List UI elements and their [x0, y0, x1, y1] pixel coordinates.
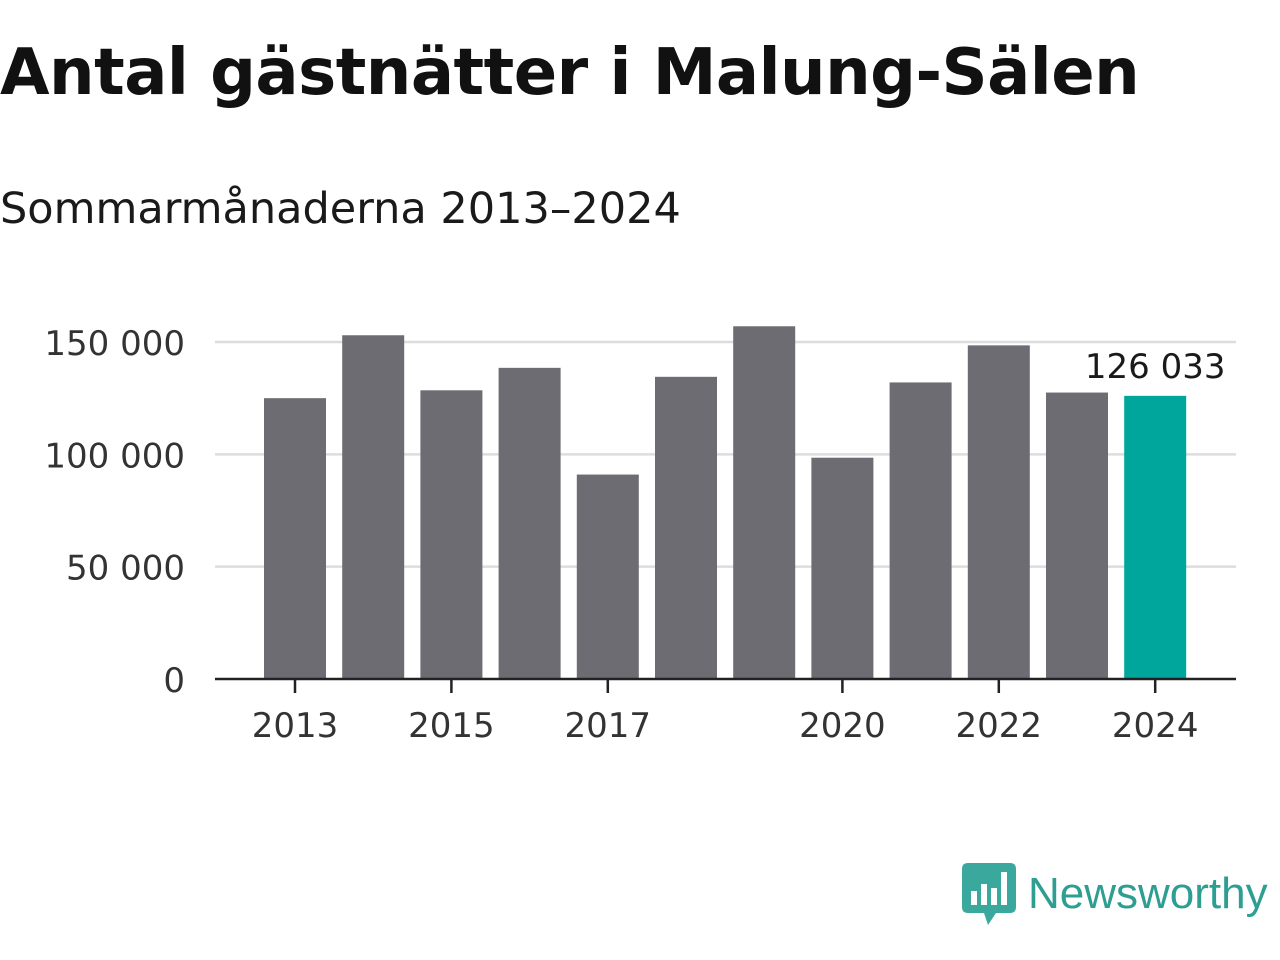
x-tick-label: 2022	[956, 706, 1043, 746]
bar-2024	[1124, 395, 1187, 679]
bar-2015	[420, 390, 483, 679]
x-tick-label: 2017	[565, 706, 652, 746]
bar-2023	[1046, 392, 1108, 679]
brand-name: Newsworthy	[1028, 869, 1268, 918]
y-tick-label: 150 000	[44, 324, 185, 364]
bar-2019	[733, 326, 796, 679]
bar-2016	[498, 367, 561, 679]
x-tick-label: 2015	[408, 706, 495, 746]
bar-2017	[576, 474, 639, 679]
x-tick-label: 2024	[1112, 706, 1199, 746]
y-tick-label: 50 000	[66, 549, 185, 589]
chart-title: Antal gästnätter i Malung-Sälen	[0, 36, 1140, 110]
bar-chart-speech-bubble-icon	[962, 863, 1016, 925]
x-tick-label: 2020	[799, 706, 886, 746]
y-tick-label: 100 000	[44, 436, 185, 476]
y-tick-label: 0	[163, 661, 185, 701]
chart-subtitle: Sommarmånaderna 2013–2024	[0, 184, 681, 234]
bar-2013	[264, 398, 326, 679]
bar-2014	[342, 335, 405, 679]
data-label-2024: 126 033	[1085, 347, 1226, 387]
newsworthy-brand: Newsworthy	[962, 862, 1268, 926]
bar-2021	[889, 382, 952, 679]
x-tick-label: 2013	[252, 706, 339, 746]
bar-2020	[811, 457, 874, 679]
bar-2018	[655, 376, 717, 679]
bar-2022	[967, 345, 1030, 679]
